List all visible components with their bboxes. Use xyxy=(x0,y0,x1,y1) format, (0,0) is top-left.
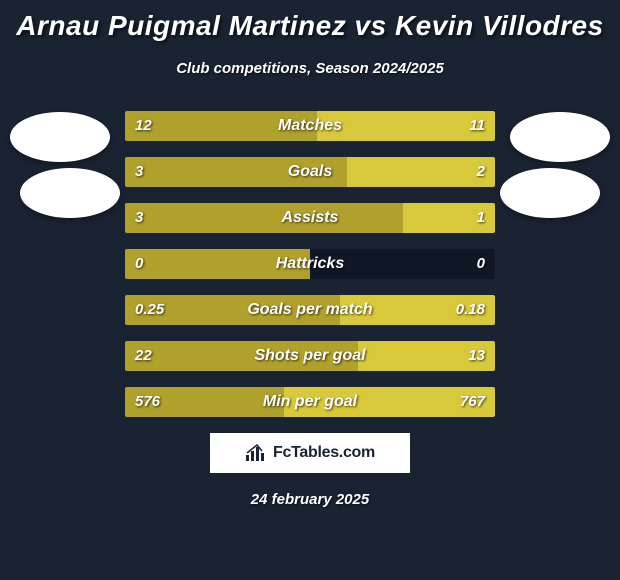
stat-row: Shots per goal2213 xyxy=(125,341,495,371)
stat-value-right: 767 xyxy=(460,387,485,417)
brand-text: FcTables.com xyxy=(273,444,375,462)
stat-row: Assists31 xyxy=(125,203,495,233)
page-title: Arnau Puigmal Martinez vs Kevin Villodre… xyxy=(0,0,620,42)
stat-value-left: 3 xyxy=(135,203,143,233)
player-left-avatar xyxy=(10,112,110,162)
stat-value-right: 11 xyxy=(469,111,485,141)
page-subtitle: Club competitions, Season 2024/2025 xyxy=(0,60,620,77)
bar-right xyxy=(347,157,495,187)
team-right-avatar xyxy=(500,168,600,218)
stat-row: Min per goal576767 xyxy=(125,387,495,417)
stat-value-left: 0.25 xyxy=(135,295,164,325)
stat-row: Matches1211 xyxy=(125,111,495,141)
bar-left xyxy=(125,249,310,279)
comparison-bars: Matches1211Goals32Assists31Hattricks00Go… xyxy=(125,111,495,417)
bar-left xyxy=(125,111,317,141)
stat-value-left: 0 xyxy=(135,249,143,279)
stat-row: Goals per match0.250.18 xyxy=(125,295,495,325)
team-left-avatar xyxy=(20,168,120,218)
stat-value-left: 22 xyxy=(135,341,152,371)
bar-left xyxy=(125,341,358,371)
stat-value-right: 0 xyxy=(477,249,485,279)
player-right-avatar xyxy=(510,112,610,162)
stat-value-right: 0.18 xyxy=(456,295,485,325)
stat-value-left: 576 xyxy=(135,387,160,417)
stat-value-left: 3 xyxy=(135,157,143,187)
bar-left xyxy=(125,157,347,187)
stat-value-right: 13 xyxy=(468,341,485,371)
stat-value-right: 2 xyxy=(477,157,485,187)
bar-left xyxy=(125,203,403,233)
stat-row: Hattricks00 xyxy=(125,249,495,279)
stat-value-left: 12 xyxy=(135,111,152,141)
stat-row: Goals32 xyxy=(125,157,495,187)
stat-value-right: 1 xyxy=(477,203,485,233)
date-text: 24 february 2025 xyxy=(0,491,620,508)
chart-icon xyxy=(245,444,267,462)
brand-badge: FcTables.com xyxy=(210,433,410,473)
